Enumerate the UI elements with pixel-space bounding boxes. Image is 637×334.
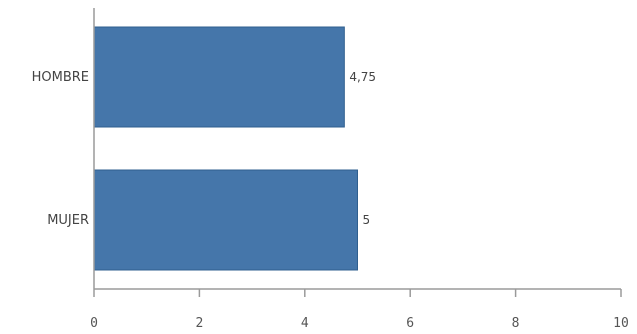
x-tick-label-0: 0	[90, 316, 98, 331]
category-label-hombre: HOMBRE	[32, 70, 89, 85]
category-labels: HOMBRE MUJER	[32, 70, 89, 228]
x-tick-label-8: 8	[512, 316, 520, 331]
x-tick-label-10: 10	[613, 316, 629, 331]
x-tick-label-2: 2	[195, 316, 203, 331]
value-label-mujer: 5	[363, 213, 371, 227]
x-axis-ticks: 0 2 4 6 8 10	[90, 289, 629, 331]
category-label-mujer: MUJER	[47, 213, 89, 228]
value-labels: 4,75 5	[349, 70, 376, 227]
x-tick-label-4: 4	[301, 316, 309, 331]
bars-group	[93, 26, 358, 271]
value-label-hombre: 4,75	[349, 70, 376, 84]
x-tick-label-6: 6	[406, 316, 414, 331]
bar-hombre	[93, 26, 345, 128]
bar-mujer	[93, 169, 358, 271]
